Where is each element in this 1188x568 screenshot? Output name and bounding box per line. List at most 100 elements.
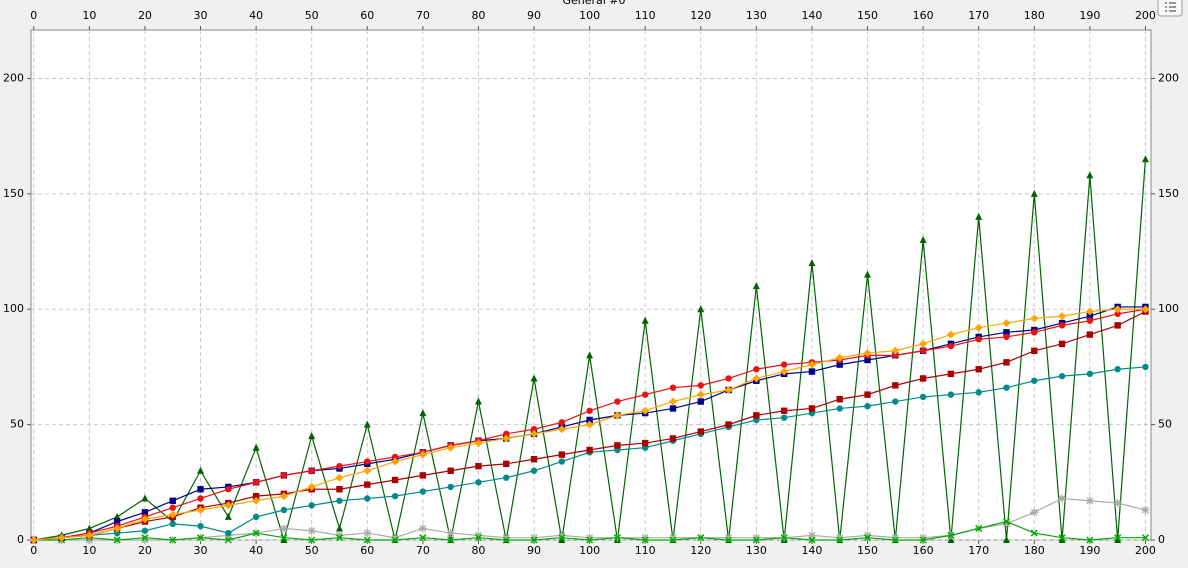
point (1113, 305, 1122, 314)
point (1141, 155, 1149, 163)
point (252, 443, 260, 451)
x-tick-label-top: 150 (857, 9, 878, 22)
x-tick-label-top: 60 (360, 9, 374, 22)
plot-area (30, 29, 1152, 541)
point (363, 536, 371, 544)
point (641, 533, 650, 542)
point (586, 536, 594, 544)
point (919, 339, 928, 348)
point (224, 536, 232, 544)
point (225, 529, 232, 537)
point (864, 391, 871, 398)
x-tick-label-top: 120 (690, 9, 711, 22)
point (641, 439, 649, 447)
point (557, 531, 566, 540)
x-tick-label: 190 (1079, 544, 1100, 557)
point (530, 533, 539, 542)
point (585, 533, 594, 542)
x-tick-label: 200 (1135, 544, 1156, 557)
point (586, 351, 594, 359)
point (169, 520, 176, 528)
point (447, 483, 454, 491)
point (947, 370, 955, 378)
point (724, 533, 733, 542)
legend-button[interactable] (1157, 0, 1183, 17)
point (308, 432, 316, 440)
point (752, 533, 761, 542)
point (947, 536, 955, 543)
point (946, 330, 955, 339)
point (252, 492, 260, 500)
x-tick-label-top: 40 (249, 9, 263, 22)
point (696, 390, 705, 399)
point (668, 533, 677, 542)
point (502, 536, 510, 544)
point (391, 536, 399, 544)
point (1002, 319, 1011, 328)
point (725, 421, 732, 428)
point (197, 466, 205, 474)
legend-button-frame[interactable] (1157, 0, 1183, 17)
point (725, 375, 732, 382)
x-tick-label-top: 190 (1079, 9, 1100, 22)
point (947, 391, 955, 398)
point (558, 536, 566, 543)
point (85, 536, 94, 544)
point (668, 397, 677, 406)
point (975, 336, 982, 343)
legend-icon (1165, 2, 1176, 12)
point (363, 529, 372, 538)
point (85, 531, 94, 540)
x-tick-label: 130 (746, 544, 767, 557)
point (336, 486, 343, 493)
point (1003, 333, 1010, 341)
point (1086, 536, 1094, 544)
x-tick-label: 170 (968, 544, 989, 557)
point (252, 513, 260, 521)
x-tick-label-top: 140 (801, 9, 822, 22)
point (891, 346, 900, 355)
point (169, 504, 176, 511)
point (419, 488, 427, 495)
point (892, 398, 899, 405)
point (1085, 307, 1094, 316)
point (141, 509, 149, 516)
point (557, 425, 566, 434)
point (307, 482, 316, 491)
point (863, 534, 872, 542)
point (780, 414, 788, 421)
point (752, 536, 760, 544)
point (1141, 534, 1149, 542)
point (1114, 536, 1122, 543)
point (391, 457, 400, 466)
point (780, 361, 788, 368)
point (530, 429, 539, 438)
point (280, 536, 288, 543)
point (1058, 340, 1066, 348)
point (1058, 322, 1066, 329)
point (947, 531, 955, 539)
point (530, 426, 538, 433)
x-tick-label-top: 100 (579, 9, 600, 22)
point (586, 416, 593, 424)
point (697, 398, 704, 405)
point (1114, 310, 1121, 318)
point (279, 524, 288, 533)
point (975, 389, 982, 396)
point (419, 472, 427, 479)
point (474, 397, 482, 405)
x-tick-label: 140 (801, 544, 822, 557)
point (1030, 508, 1039, 517)
point (29, 536, 38, 544)
point (586, 407, 593, 414)
point (418, 524, 427, 533)
point (363, 420, 371, 428)
point (252, 479, 260, 486)
point (446, 529, 455, 538)
point (169, 497, 176, 504)
point (1058, 312, 1067, 321)
point (697, 534, 705, 542)
point (280, 472, 288, 479)
point (530, 467, 538, 474)
point (558, 458, 566, 465)
